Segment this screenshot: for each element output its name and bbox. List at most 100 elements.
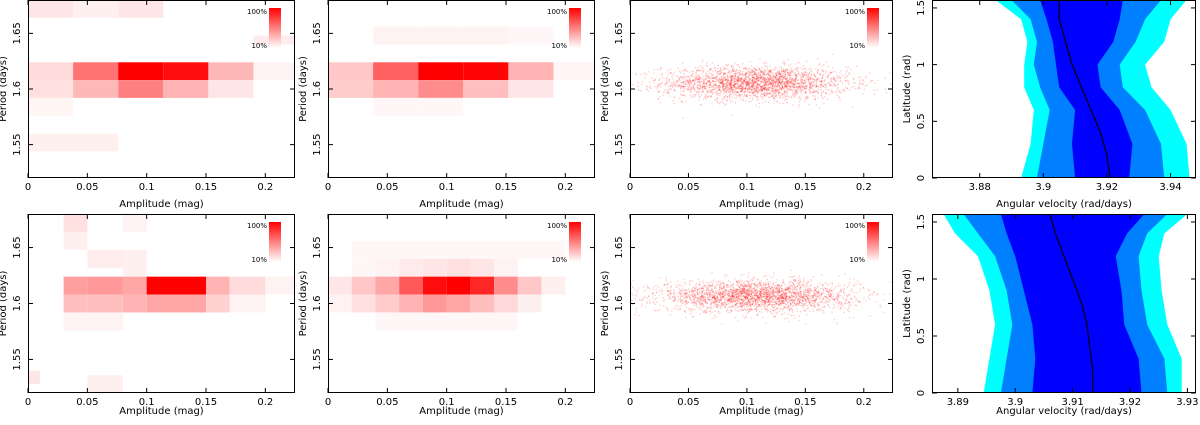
density-point [796,290,798,292]
density-point [709,85,711,87]
density-point [725,89,728,91]
density-point [752,91,754,93]
density-point [737,77,739,79]
density-point [732,70,734,73]
density-point [741,290,743,292]
density-point [745,293,748,296]
density-point [744,94,746,96]
density-point [746,301,748,304]
density-point [711,272,713,274]
density-point [708,80,710,82]
density-point [771,75,773,77]
density-point [772,83,775,85]
density-point [717,296,719,299]
density-point [834,298,837,300]
density-point [776,307,778,309]
density-point [665,82,667,84]
density-point [779,77,781,80]
density-point [710,90,712,93]
density-point [727,299,729,301]
legend-max-label: 100% [247,8,267,16]
density-point [783,302,785,304]
density-point [746,291,748,293]
density-point [731,92,733,94]
density-point [772,283,774,285]
density-point [717,86,719,88]
density-point [696,76,698,78]
density-point [757,313,759,316]
density-point [790,69,793,71]
density-point [754,289,756,291]
density-point [741,300,743,302]
density-point [736,296,738,298]
x-tick-label: 3.88 [969,182,991,193]
density-point [745,78,748,80]
density-point [778,80,780,82]
density-point [802,290,805,293]
density-point [702,92,704,94]
density-point [718,73,721,75]
density-point [774,80,776,83]
density-point [774,296,776,298]
density-point [821,80,823,83]
density-point [723,282,725,284]
density-point [685,300,687,302]
density-point [806,285,809,287]
density-point [732,299,734,301]
density-point [760,88,762,90]
density-point [755,298,757,301]
density-point [763,84,766,86]
density-point [755,89,758,91]
heatmap-cell [122,214,147,232]
x-tick-label: 0 [325,182,331,193]
density-point [766,293,768,296]
density-point [666,79,668,81]
density-point [752,87,755,90]
density-point [766,89,768,91]
density-point [769,81,771,83]
density-point [722,77,725,79]
density-point [795,73,797,76]
density-point [747,283,749,286]
density-point [801,69,803,71]
density-point [763,78,766,81]
density-point [774,67,776,69]
density-point [768,300,770,303]
density-point [773,92,775,94]
density-point [727,79,729,81]
density-point [781,80,784,82]
x-tick-label: 0.1 [439,182,455,193]
density-point [764,69,766,71]
density-point [767,78,770,80]
density-point [745,68,748,70]
density-point [795,72,797,74]
density-point [707,81,709,83]
density-point [765,286,767,289]
density-point [813,300,815,302]
density-point [748,71,750,73]
density-point [814,292,816,294]
density-point [730,80,732,82]
density-point [726,289,728,291]
density-point [710,78,712,80]
density-point [764,85,766,87]
density-point [714,67,716,69]
density-point [770,69,772,71]
heatmap-cell [163,62,209,81]
density-point [705,94,707,96]
heatmap-cell [553,62,595,81]
density-point [753,73,756,75]
density-point [751,290,753,292]
density-point [839,308,842,311]
density-point [805,300,807,303]
density-point [775,88,777,91]
density-point [740,274,742,277]
density-point [681,62,684,64]
density-point [804,300,807,303]
density-point [718,293,720,295]
density-point [781,78,783,81]
density-point [724,104,726,106]
density-point [765,81,768,83]
density-point [819,73,822,75]
density-point [737,294,740,296]
